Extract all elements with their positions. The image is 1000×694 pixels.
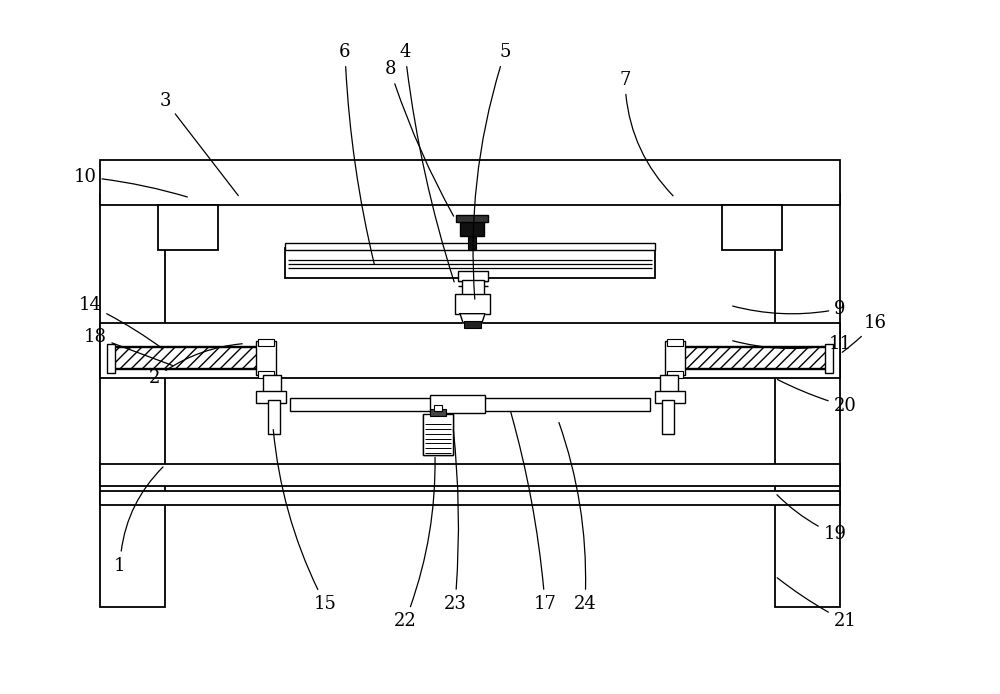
Text: 21: 21 (777, 577, 856, 630)
Bar (468, 230, 476, 250)
Bar (722, 205, 782, 250)
Text: 20: 20 (777, 380, 856, 415)
Text: 23: 23 (444, 430, 466, 613)
Text: 11: 11 (733, 335, 852, 353)
Bar (825, 344, 833, 373)
Bar (285, 243, 655, 250)
Bar (100, 323, 840, 378)
Bar (462, 280, 484, 295)
Bar (285, 248, 655, 278)
Text: 14: 14 (79, 296, 163, 349)
Text: 4: 4 (399, 43, 454, 282)
Bar (660, 375, 678, 392)
Text: 7: 7 (619, 71, 673, 196)
Text: 22: 22 (394, 457, 435, 630)
Bar (100, 464, 840, 486)
Text: 8: 8 (384, 60, 454, 217)
Bar (263, 375, 281, 392)
Bar (258, 339, 274, 346)
Bar (667, 371, 683, 378)
Text: 16: 16 (842, 314, 887, 353)
Bar (458, 271, 488, 281)
Bar (256, 391, 286, 403)
Text: 1: 1 (114, 467, 163, 575)
Bar (100, 194, 165, 607)
Text: 3: 3 (159, 92, 238, 196)
Bar (100, 491, 840, 505)
Polygon shape (460, 314, 485, 323)
Bar (680, 347, 830, 368)
Text: 15: 15 (273, 430, 336, 613)
Bar (434, 405, 442, 411)
Bar (460, 221, 484, 236)
Bar (455, 294, 490, 314)
Bar (268, 400, 280, 434)
Bar (464, 321, 481, 328)
Bar (667, 339, 683, 346)
Bar (456, 215, 488, 222)
Text: 5: 5 (473, 43, 511, 299)
Bar (655, 391, 685, 403)
Bar (110, 347, 260, 368)
Bar (775, 194, 840, 607)
Bar (258, 371, 274, 378)
Text: 17: 17 (511, 412, 556, 613)
Text: 6: 6 (339, 43, 374, 264)
Text: 9: 9 (733, 300, 846, 318)
Bar (290, 398, 650, 411)
Text: 24: 24 (559, 423, 596, 613)
Bar (158, 205, 218, 250)
Text: 10: 10 (74, 168, 187, 197)
Bar (662, 400, 674, 434)
Bar (430, 395, 485, 413)
Bar (665, 341, 685, 375)
Bar (100, 160, 840, 205)
Text: 19: 19 (777, 495, 846, 543)
Bar (107, 344, 115, 373)
Text: 18: 18 (84, 328, 172, 366)
Bar (430, 409, 446, 416)
Bar (423, 414, 453, 455)
Bar (256, 341, 276, 375)
Text: 2: 2 (149, 344, 242, 387)
